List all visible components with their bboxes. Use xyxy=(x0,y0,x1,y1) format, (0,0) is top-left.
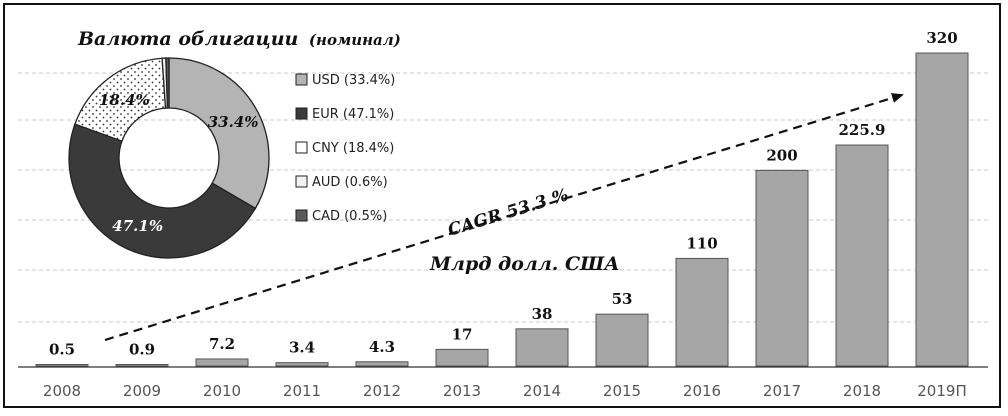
bar-value-label: 17 xyxy=(452,325,473,343)
bar-value-label: 110 xyxy=(686,234,717,252)
legend-label-usd: USD (33.4%) xyxy=(312,73,395,88)
donut-slice-usd xyxy=(168,57,270,210)
x-tick-label: 2010 xyxy=(203,382,241,400)
bar-2013 xyxy=(435,348,489,367)
x-tick-label: 2009 xyxy=(123,382,161,400)
legend-swatch-usd xyxy=(295,73,308,86)
donut-slice-cad xyxy=(165,57,170,109)
x-axis-tick-labels: 2008 2009 2010 2011 2012 2013 2014 2015 2016 2017… xyxy=(43,382,967,400)
legend-swatch-eur xyxy=(295,107,308,120)
bar-2009 xyxy=(115,364,169,367)
bar-2010 xyxy=(195,358,249,367)
x-tick-label: 2014 xyxy=(523,382,561,400)
x-tick-label: 2019П xyxy=(917,382,966,400)
x-tick-label: 2015 xyxy=(603,382,641,400)
legend-swatch-aud xyxy=(295,175,308,188)
bar-2008 xyxy=(35,364,89,367)
currency-donut xyxy=(68,57,270,259)
legend-label-cad: CAD (0.5%) xyxy=(312,209,387,224)
bar-value-label: 225.9 xyxy=(839,121,886,139)
legend-swatch-cny xyxy=(295,141,308,154)
donut-label-cny: 18.4% xyxy=(99,91,150,109)
legend-label-aud: AUD (0.6%) xyxy=(312,175,388,190)
cagr-annotation: CAGR 53.3 % xyxy=(446,185,571,241)
x-tick-label: 2018 xyxy=(843,382,881,400)
bar-2016 xyxy=(675,257,729,367)
x-tick-label: 2008 xyxy=(43,382,81,400)
bar-value-labels: 0.5 0.9 7.2 3.4 4.3 17 38 53 110 200 225.9 320 xyxy=(49,29,958,359)
bar-2015 xyxy=(595,313,649,367)
x-tick-label: 2017 xyxy=(763,382,801,400)
bar-value-label: 7.2 xyxy=(209,335,235,353)
pie-legend: USD (33.4%) EUR (47.1%) CNY (18.4%) AUD (0.… xyxy=(295,73,395,224)
bar-value-label: 3.4 xyxy=(289,339,315,357)
bar-value-label: 0.9 xyxy=(129,341,155,359)
bar-value-label: 38 xyxy=(532,305,553,323)
donut-slice-eur xyxy=(68,123,257,259)
bar-value-label: 200 xyxy=(766,146,797,164)
legend-label-eur: EUR (47.1%) xyxy=(312,107,394,122)
bar-2018 xyxy=(835,144,889,367)
pie-title: Валюта облигации (номинал) xyxy=(77,28,401,50)
x-tick-label: 2012 xyxy=(363,382,401,400)
bar-value-label: 4.3 xyxy=(369,338,395,356)
x-tick-label: 2013 xyxy=(443,382,481,400)
donut-label-usd: 33.4% xyxy=(208,113,259,131)
bar-2019П xyxy=(915,52,969,367)
bars xyxy=(35,52,969,367)
x-tick-label: 2011 xyxy=(283,382,321,400)
bar-value-label: 320 xyxy=(926,29,957,47)
legend-label-cny: CNY (18.4%) xyxy=(312,141,394,156)
x-tick-label: 2016 xyxy=(683,382,721,400)
bar-2014 xyxy=(515,328,569,367)
donut-slice-labels: 33.4% 47.1% 18.4% xyxy=(99,91,259,235)
bar-value-label: 53 xyxy=(612,290,633,308)
donut-label-eur: 47.1% xyxy=(112,217,163,235)
bar-2011 xyxy=(275,362,329,367)
pie-title-suffix: (номинал) xyxy=(309,31,401,49)
bar-value-label: 0.5 xyxy=(49,341,75,359)
unit-label: Млрд долл. США xyxy=(429,253,620,275)
legend-swatch-cad xyxy=(295,209,308,222)
bar-2012 xyxy=(355,361,409,367)
cagr-trend-arrow xyxy=(104,93,904,342)
pie-title-main: Валюта облигации xyxy=(77,28,298,50)
bar-2017 xyxy=(755,169,809,367)
